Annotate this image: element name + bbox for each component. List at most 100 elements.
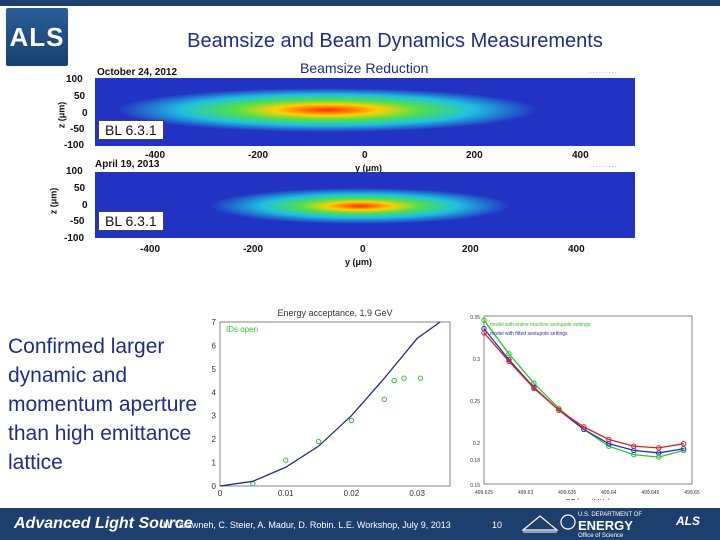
y-axis-label: Vertical Tune [462, 380, 464, 421]
data-point [631, 443, 637, 449]
summary-text: Confirmed larger dynamic and momentum ap… [8, 335, 198, 474]
bottom-panel-ylabel: z (μm) [48, 187, 59, 215]
panel-note-bottom: · · · · · · · · · [590, 164, 617, 170]
bottom-ytick-2: 0 [82, 200, 88, 211]
y-tick-label: 2 [212, 435, 217, 444]
data-point [606, 436, 612, 443]
x-tick-label: 499.63 [518, 490, 534, 496]
top-xtick-4: 400 [572, 150, 589, 161]
als-logo: ALS [6, 8, 68, 66]
data-point [315, 438, 322, 445]
footer-credit: H. Tarawneh, C. Steier, A. Madur, D. Rob… [163, 520, 451, 530]
bottom-ytick-0: 100 [66, 166, 83, 177]
y-tick-label: 0.15 [470, 483, 480, 489]
top-panel-ylabel: z (μm) [56, 101, 67, 129]
y-tick-label: 6 [212, 341, 217, 350]
y-tick-label: 7 [212, 318, 217, 327]
data-point [381, 396, 387, 403]
top-panel-date: October 24, 2012 [97, 67, 178, 78]
footer-bar [0, 508, 720, 540]
legend-entry: model with fitted sextupole settings [490, 331, 568, 337]
page-number: 10 [492, 520, 503, 530]
data-point [283, 457, 289, 463]
legend-entry: model with online machine sextupole sett… [490, 322, 591, 328]
top-ytick-1: 50 [74, 91, 86, 102]
top-bar [0, 0, 720, 6]
doe-office-text: Office of Science [578, 533, 624, 539]
data-point [401, 375, 407, 381]
data-point [531, 385, 537, 391]
bottom-ytick-3: -50 [70, 216, 85, 227]
bottom-beam-heatmap [95, 172, 635, 238]
top-xtick-0: -400 [145, 150, 166, 161]
data-point [417, 375, 424, 381]
data-point [656, 450, 662, 456]
data-point [481, 330, 487, 336]
legend-entry: IDs open [226, 325, 258, 334]
doe-energy-text: ENERGY [578, 518, 633, 533]
plot-area [483, 315, 693, 485]
bottom-xtick-1: -200 [243, 244, 264, 255]
als-footer-logo: ALS [676, 514, 700, 528]
energy-acceptance-chart: Energy acceptance, 1.9 GeV 0 0.01 0.02 0.03 0… [212, 308, 451, 498]
top-ytick-0: 100 [66, 74, 83, 85]
bottom-panel-xlabel: y (μm) [345, 257, 373, 267]
doe-seal-icon [560, 512, 576, 532]
bottom-panel-date: April 19, 2013 [95, 159, 160, 170]
y-tick-label: 5 [212, 365, 217, 374]
data-point [680, 446, 687, 452]
y-tick-label: 3 [212, 412, 217, 421]
top-ytick-3: -50 [70, 124, 85, 135]
bottom-ytick-4: -100 [64, 233, 85, 244]
plot-area [219, 321, 451, 487]
bottom-beam-image [210, 188, 510, 224]
x-tick-label: 0.02 [344, 489, 360, 498]
series-line [483, 332, 684, 449]
data-point [506, 351, 512, 357]
x-tick-label: 0.03 [409, 489, 425, 498]
top-beam-heatmap [95, 78, 635, 146]
x-tick-label: 0 [218, 489, 223, 498]
x-tick-label: 499.64 [601, 490, 617, 496]
y-tick-label: 0.25 [470, 399, 480, 405]
doe-logo: U.S. DEPARTMENT OF ENERGY Office of Scie… [578, 512, 642, 539]
y-tick-label: 0 [212, 482, 217, 491]
top-beam-image [117, 88, 537, 132]
x-tick-label: 499.625 [475, 490, 493, 496]
top-xtick-2: 0 [362, 150, 368, 161]
doe-top-text: U.S. DEPARTMENT OF [578, 512, 643, 518]
x-tick-label: 499.65 [684, 490, 700, 496]
data-point [656, 445, 662, 451]
series-line [219, 321, 441, 487]
x-axis-label: RF freq (MHz) [566, 499, 610, 500]
data-point [556, 407, 562, 413]
data-point [581, 424, 587, 430]
bottom-xtick-3: 200 [462, 244, 479, 255]
bottom-xtick-4: 400 [568, 244, 585, 255]
data-point [391, 377, 397, 384]
top-panel-xlabel: y (μm) [355, 163, 383, 173]
x-tick-label: 0.01 [278, 489, 294, 498]
footer-brand: Advanced Light Source [14, 515, 193, 532]
x-tick-label: 499.635 [558, 490, 576, 496]
data-point [348, 417, 355, 424]
top-panel-bl-label: BL 6.3.1 [98, 120, 164, 140]
bottom-xtick-2: 0 [360, 244, 366, 255]
data-point [680, 447, 687, 454]
data-point [481, 317, 487, 323]
slide-title: Beamsize and Beam Dynamics Measurements [187, 30, 603, 52]
logo-text: ALS [9, 21, 65, 52]
y-tick-label: 4 [212, 388, 217, 397]
top-ytick-4: -100 [64, 140, 85, 151]
lab-building-icon [520, 512, 560, 534]
y-tick-label: 0.18 [470, 458, 480, 464]
y-tick-label: 0.2 [473, 441, 480, 447]
bottom-xtick-0: -400 [140, 244, 161, 255]
bottom-ytick-1: 50 [74, 183, 86, 194]
y-tick-label: 0.3 [473, 357, 480, 363]
y-tick-label: 0.35 [470, 315, 480, 321]
panel-note-top: · · · · · · · · · [590, 70, 617, 76]
bottom-panel-bl-label: BL 6.3.1 [98, 211, 164, 231]
vertical-tune-chart: 499.625 499.63 499.635 499.64 499.645 499.65 0… [462, 315, 700, 500]
y-tick-label: 1 [212, 459, 217, 468]
